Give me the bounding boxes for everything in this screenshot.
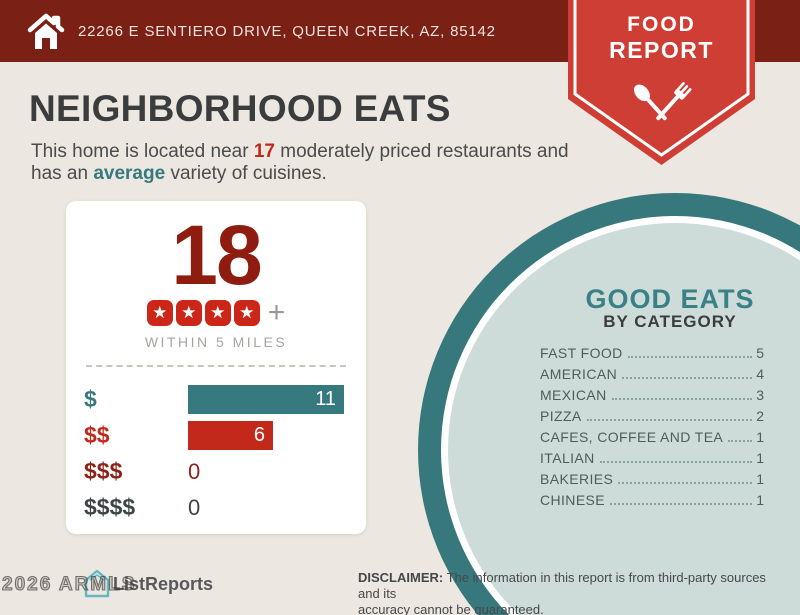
- intro-line-2: has an average variety of cuisines.: [31, 163, 569, 185]
- category-count: 1: [756, 492, 764, 508]
- bar-value: 6: [253, 424, 265, 446]
- category-name: MEXICAN: [540, 387, 607, 403]
- star-glyph: ★: [239, 303, 255, 322]
- home-icon: [27, 13, 65, 49]
- property-address: 22266 E SENTIERO DRIVE, QUEEN CREEK, AZ,…: [78, 22, 496, 40]
- plus-icon: +: [267, 296, 286, 329]
- star-glyph: ★: [152, 303, 168, 322]
- intro-text: moderately priced restaurants and: [274, 141, 569, 162]
- intro-text: has an: [31, 163, 94, 184]
- intro-text: This home is located near: [31, 141, 254, 162]
- star-icon: ★: [204, 300, 231, 326]
- restaurant-count-highlight: 17: [253, 141, 275, 162]
- price-label: $$$: [84, 458, 123, 484]
- radius-caption: WITHIN 5 MILES: [144, 334, 288, 350]
- spoon-fork-icon: [633, 82, 692, 121]
- total-restaurants-count: 18: [171, 208, 262, 302]
- category-count: 2: [756, 408, 764, 424]
- category-row-fast-food: FAST FOOD 5: [540, 345, 764, 366]
- dotted-leader: [627, 356, 753, 358]
- page-title: NEIGHBORHOOD EATS: [29, 88, 451, 129]
- disclaimer-line-1: The information in this report is from t…: [358, 570, 766, 601]
- dotted-leader: [622, 377, 753, 379]
- category-row-pizza: PIZZA 2: [540, 408, 764, 429]
- bar-zone: 6 6: [188, 421, 366, 450]
- price-row-2-dollar: $$ 6 6: [66, 421, 366, 450]
- price-label: $: [84, 386, 97, 412]
- category-row-chinese: CHINESE 1: [540, 492, 764, 513]
- average-highlight: average: [93, 163, 166, 184]
- price-row-3-dollar: $$$ 0 0: [66, 457, 366, 486]
- intro-line-1: This home is located near 17 moderately …: [31, 141, 569, 163]
- dotted-leader: [586, 419, 753, 421]
- star-icon: ★: [146, 300, 173, 326]
- good-eats-title: GOOD EATS: [585, 284, 755, 314]
- category-count: 1: [756, 471, 764, 487]
- listreports-logo: ListReports: [84, 569, 213, 599]
- intro-paragraph: This home is located near 17 moderately …: [31, 141, 569, 185]
- dotted-leader: [618, 482, 753, 484]
- category-count: 1: [756, 450, 764, 466]
- price-row-4-dollar: $$$$ 0 0: [66, 493, 366, 522]
- bar-zone: 0 0: [188, 495, 366, 521]
- category-row-american: AMERICAN 4: [540, 366, 764, 387]
- category-row-mexican: MEXICAN 3: [540, 387, 764, 408]
- category-name: PIZZA: [540, 408, 582, 424]
- bar-value: 11: [315, 388, 336, 410]
- price-bar-chart: $ 11 11 $$ 6 6 $$$ 0 0: [66, 385, 366, 522]
- price-label: $$$$: [84, 494, 136, 520]
- zero-value: 0: [188, 494, 201, 520]
- price-row-1-dollar: $ 11 11: [66, 385, 366, 414]
- zero-value: 0: [188, 458, 201, 484]
- dotted-leader: [611, 398, 753, 400]
- bar-zone: 11 11: [188, 385, 366, 414]
- bar-2-dollar: 6: [188, 421, 273, 450]
- star-glyph: ★: [210, 303, 226, 322]
- badge-label-report: REPORT: [609, 37, 714, 63]
- star-rating: ★ ★ ★ ★ +: [66, 296, 366, 329]
- category-count: 5: [756, 345, 764, 361]
- category-name: CAFES, COFFEE AND TEA: [540, 429, 724, 445]
- category-name: AMERICAN: [540, 366, 618, 382]
- disclaimer-line-2: accuracy cannot be guaranteed.: [358, 602, 544, 615]
- bar-zone: 0 0: [188, 459, 366, 485]
- category-count: 4: [756, 366, 764, 382]
- category-count: 1: [756, 429, 764, 445]
- category-row-bakeries: BAKERIES 1: [540, 471, 764, 492]
- category-name: ITALIAN: [540, 450, 595, 466]
- dotted-leader: [610, 503, 753, 505]
- intro-text: variety of cuisines.: [165, 163, 327, 184]
- category-list: FAST FOOD 5 AMERICAN 4 MEXICAN 3 PIZZA 2…: [540, 345, 764, 513]
- badge-label-food: FOOD: [627, 13, 696, 36]
- disclaimer-text: DISCLAIMER: The information in this repo…: [358, 570, 770, 615]
- food-report-badge: FOOD REPORT: [568, 0, 755, 168]
- category-row-italian: ITALIAN 1: [540, 450, 764, 471]
- ribbon-shape: [568, 0, 755, 165]
- category-name: CHINESE: [540, 492, 606, 508]
- category-name: BAKERIES: [540, 471, 614, 487]
- category-row-cafes: CAFES, COFFEE AND TEA 1: [540, 429, 764, 450]
- summary-card: 18 ★ ★ ★ ★ + WITHIN 5 MILES $ 11 11 $$ 6: [66, 201, 366, 534]
- star-icon: ★: [175, 300, 202, 326]
- logo-house-icon: [84, 569, 110, 598]
- star-icon: ★: [233, 300, 260, 326]
- dotted-leader: [599, 461, 753, 463]
- armls-watermark: 2026 ARMLS: [1, 573, 137, 595]
- logo-text: ListReports: [113, 573, 214, 594]
- disclaimer-label: DISCLAIMER:: [358, 570, 444, 585]
- good-eats-subtitle: BY CATEGORY: [603, 312, 737, 331]
- category-name: FAST FOOD: [540, 345, 623, 361]
- bar-1-dollar: 11: [188, 385, 344, 414]
- category-count: 3: [756, 387, 764, 403]
- dotted-leader: [728, 440, 753, 442]
- star-glyph: ★: [181, 303, 197, 322]
- dashed-divider: [86, 365, 346, 367]
- price-label: $$: [84, 422, 110, 448]
